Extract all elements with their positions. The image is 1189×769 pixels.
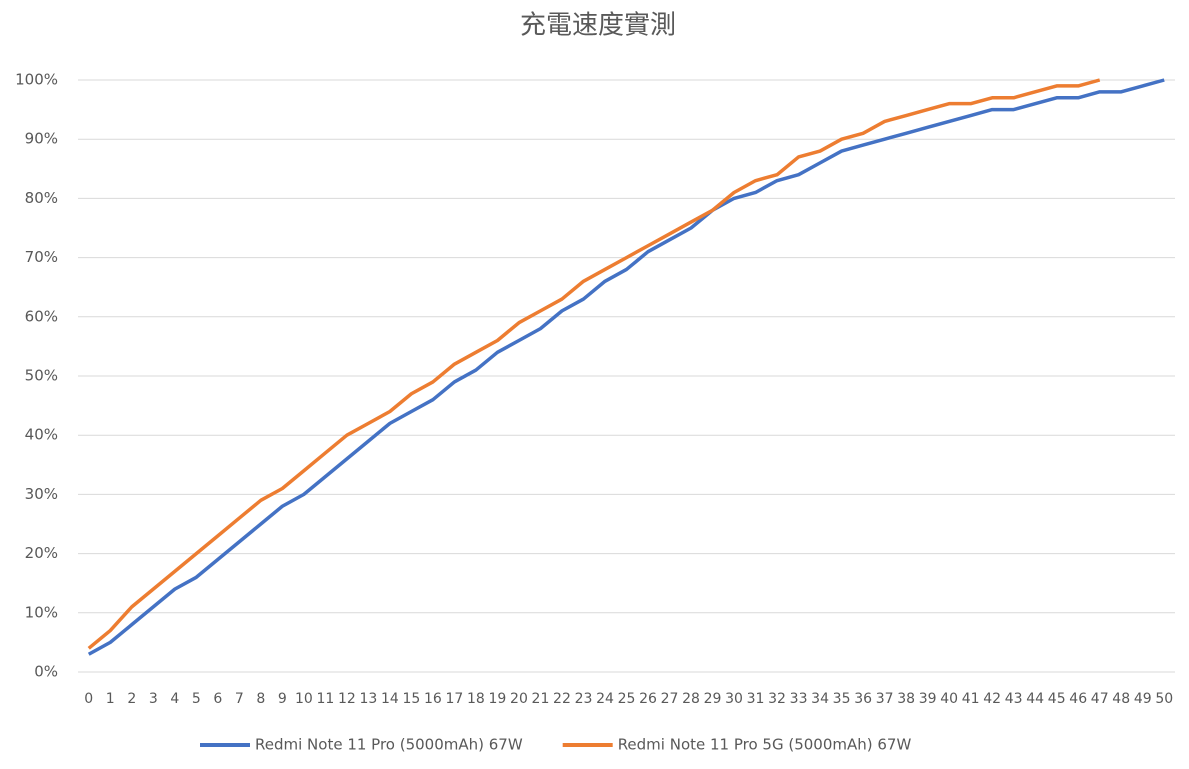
x-tick-label: 48 — [1112, 691, 1130, 707]
y-tick-label: 20% — [25, 544, 58, 562]
x-tick-label: 37 — [876, 691, 894, 707]
x-tick-label: 27 — [661, 691, 679, 707]
x-tick-label: 0 — [84, 691, 93, 707]
x-tick-label: 32 — [768, 691, 786, 707]
x-tick-label: 30 — [725, 691, 743, 707]
x-tick-label: 29 — [704, 691, 722, 707]
x-tick-label: 12 — [338, 691, 356, 707]
x-tick-label: 13 — [359, 691, 377, 707]
x-tick-label: 49 — [1134, 691, 1152, 707]
series-line — [87, 78, 1165, 656]
x-tick-label: 36 — [854, 691, 872, 707]
x-tick-label: 50 — [1155, 691, 1173, 707]
chart-title: 充電速度實測 — [520, 11, 676, 41]
x-tick-label: 25 — [618, 691, 636, 707]
y-tick-label: 70% — [25, 248, 58, 266]
x-tick-label: 35 — [833, 691, 851, 707]
x-tick-label: 16 — [424, 691, 442, 707]
x-tick-label: 43 — [1005, 691, 1023, 707]
x-tick-label: 22 — [553, 691, 571, 707]
x-tick-label: 2 — [127, 691, 136, 707]
x-tick-label: 6 — [213, 691, 222, 707]
x-tick-label: 14 — [381, 691, 399, 707]
y-tick-label: 60% — [25, 307, 58, 325]
x-tick-label: 26 — [639, 691, 657, 707]
x-tick-label: 41 — [962, 691, 980, 707]
x-tick-label: 20 — [510, 691, 528, 707]
x-tick-label: 8 — [256, 691, 265, 707]
x-tick-label: 1 — [106, 691, 115, 707]
y-tick-label: 30% — [25, 485, 58, 503]
series-line — [87, 78, 1101, 650]
x-tick-label: 31 — [747, 691, 765, 707]
x-tick-label: 46 — [1069, 691, 1087, 707]
x-tick-label: 23 — [575, 691, 593, 707]
x-tick-label: 34 — [811, 691, 829, 707]
x-tick-label: 44 — [1026, 691, 1044, 707]
legend-label: Redmi Note 11 Pro (5000mAh) 67W — [255, 736, 523, 754]
y-tick-label: 0% — [34, 663, 58, 681]
x-tick-label: 5 — [192, 691, 201, 707]
x-tick-label: 45 — [1048, 691, 1066, 707]
x-tick-label: 4 — [170, 691, 179, 707]
x-tick-label: 38 — [897, 691, 915, 707]
y-tick-label: 100% — [15, 71, 58, 89]
x-tick-label: 7 — [235, 691, 244, 707]
y-tick-label: 80% — [25, 189, 58, 207]
x-tick-label: 9 — [278, 691, 287, 707]
x-tick-label: 15 — [402, 691, 420, 707]
x-tick-label: 28 — [682, 691, 700, 707]
y-tick-label: 10% — [25, 603, 58, 621]
x-tick-label: 19 — [489, 691, 507, 707]
x-tick-label: 11 — [316, 691, 334, 707]
x-tick-label: 47 — [1091, 691, 1109, 707]
x-tick-label: 18 — [467, 691, 485, 707]
x-tick-label: 21 — [532, 691, 550, 707]
x-tick-label: 40 — [940, 691, 958, 707]
x-tick-label: 24 — [596, 691, 614, 707]
y-tick-label: 40% — [25, 426, 58, 444]
x-tick-label: 3 — [149, 691, 158, 707]
x-tick-label: 10 — [295, 691, 313, 707]
y-tick-label: 90% — [25, 130, 58, 148]
x-tick-label: 17 — [446, 691, 464, 707]
x-tick-label: 42 — [983, 691, 1001, 707]
x-tick-label: 33 — [790, 691, 808, 707]
x-tick-label: 39 — [919, 691, 937, 707]
y-tick-label: 50% — [25, 367, 58, 385]
legend-label: Redmi Note 11 Pro 5G (5000mAh) 67W — [618, 736, 912, 754]
